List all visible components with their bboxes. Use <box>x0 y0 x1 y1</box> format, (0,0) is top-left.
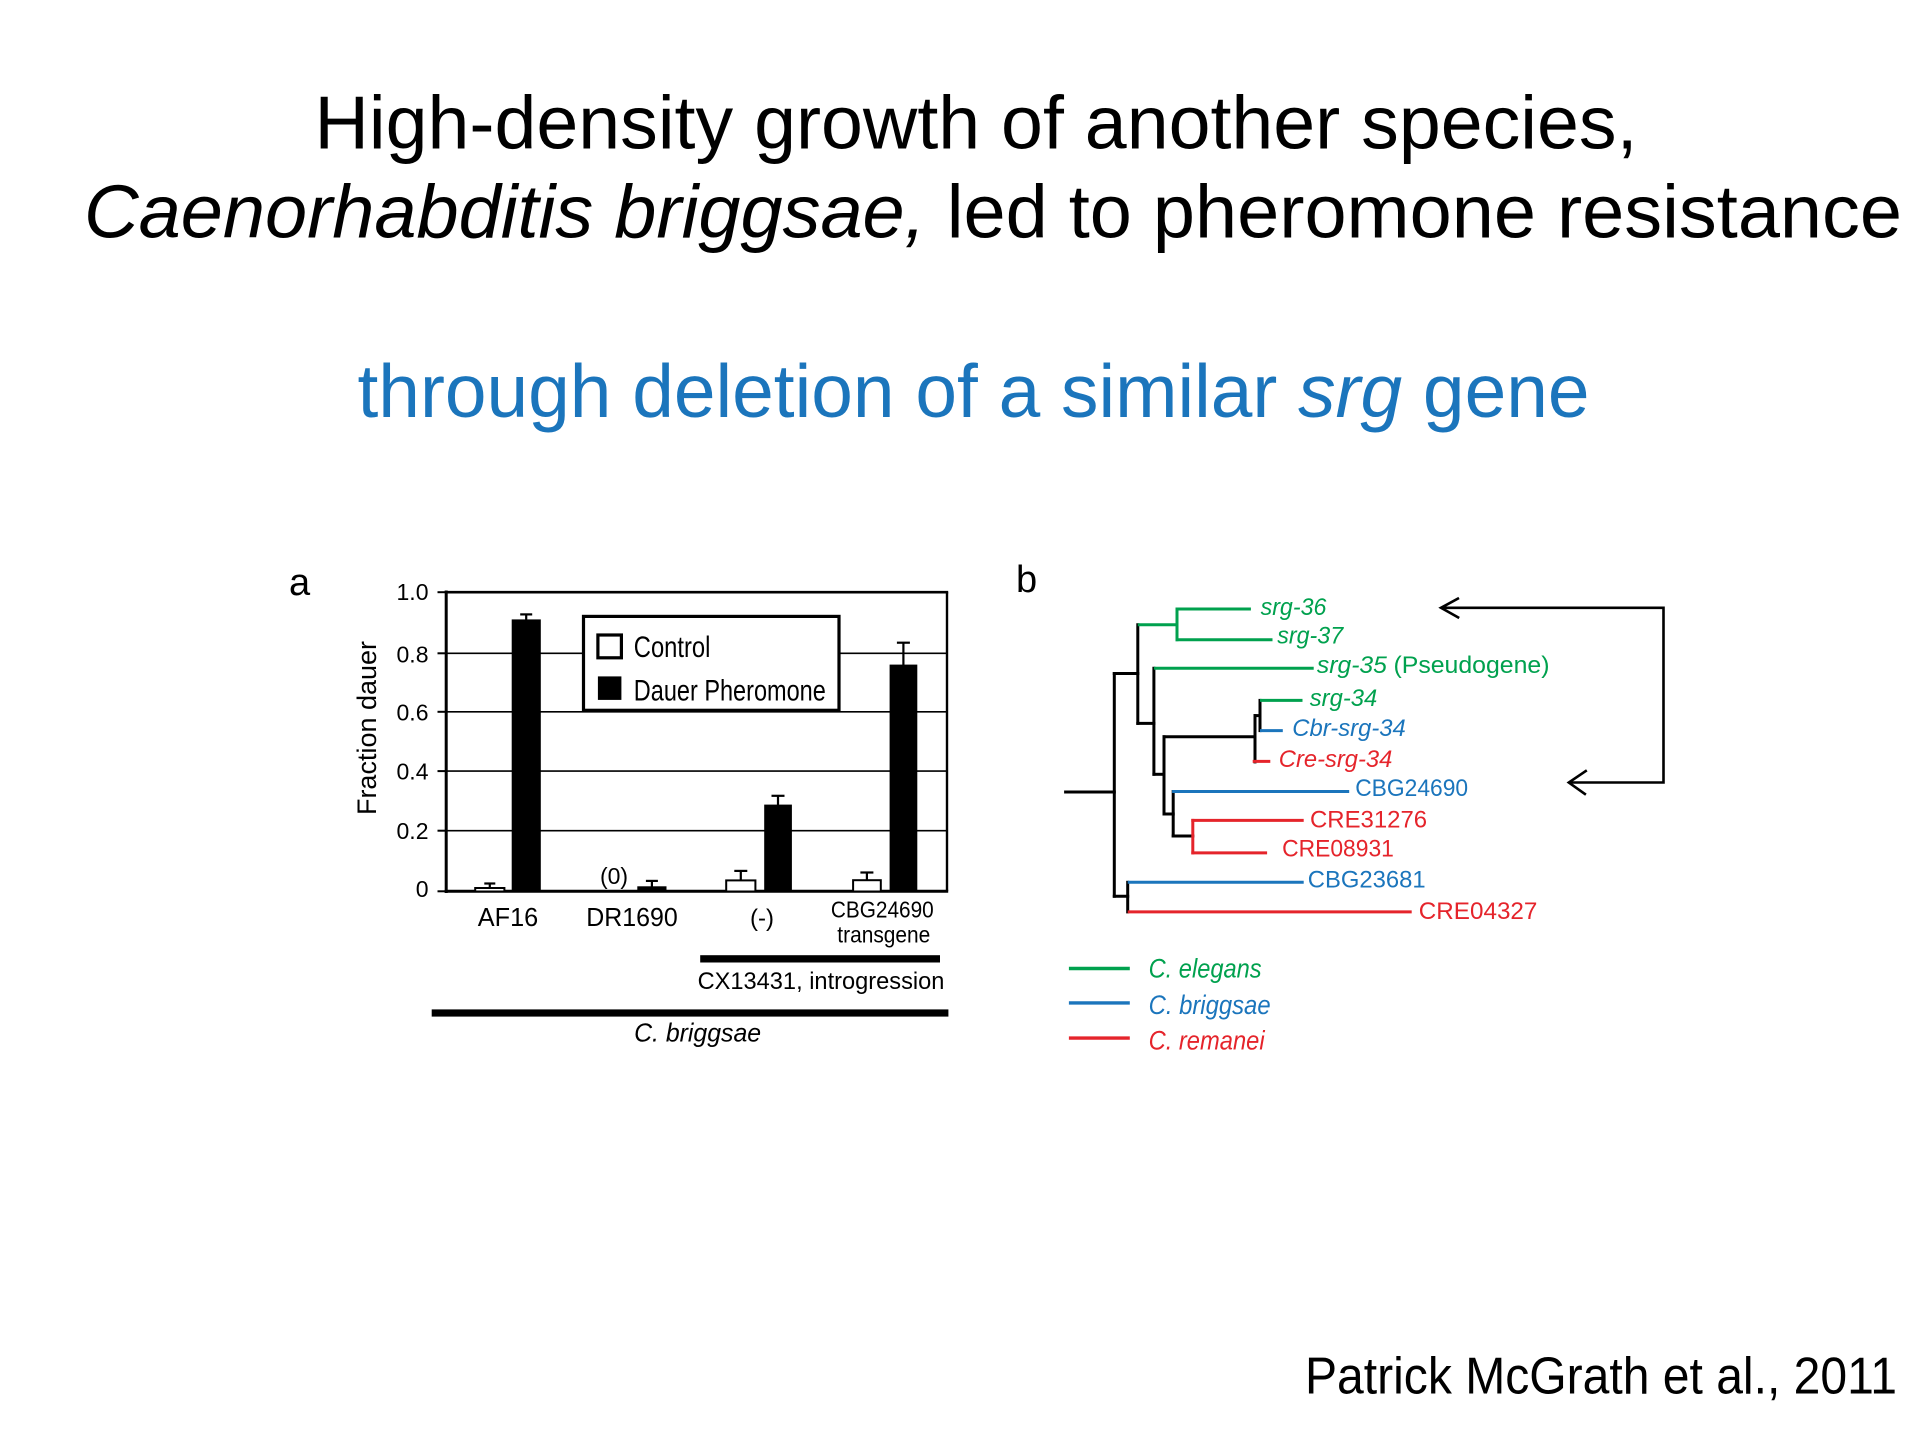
svg-text:1.0: 1.0 <box>397 579 429 605</box>
svg-text:High-density growth of another: High-density growth of another species, <box>315 80 1638 164</box>
svg-text:srg-34: srg-34 <box>1310 685 1377 712</box>
svg-text:transgene: transgene <box>837 921 930 947</box>
svg-text:Control: Control <box>634 631 711 664</box>
svg-text:C. briggsae: C. briggsae <box>1149 990 1271 1020</box>
svg-text:0.2: 0.2 <box>397 818 429 844</box>
svg-text:(-): (-) <box>750 905 774 932</box>
svg-text:AF16: AF16 <box>478 902 538 932</box>
svg-text:0.6: 0.6 <box>397 699 429 725</box>
svg-text:C. elegans: C. elegans <box>1149 954 1262 984</box>
svg-text:0.4: 0.4 <box>397 759 429 785</box>
svg-text:DR1690: DR1690 <box>586 902 678 932</box>
svg-text:C. remanei: C. remanei <box>1149 1025 1266 1055</box>
svg-text:through deletion of a similar: through deletion of a similar srg gene <box>358 349 1590 433</box>
svg-text:C. briggsae: C. briggsae <box>634 1018 761 1048</box>
svg-text:CRE04327: CRE04327 <box>1419 898 1538 925</box>
svg-text:(Pseudogene): (Pseudogene) <box>1394 652 1550 679</box>
svg-text:srg-35: srg-35 <box>1317 652 1388 679</box>
svg-text:CBG23681: CBG23681 <box>1308 866 1426 893</box>
svg-text:CRE08931: CRE08931 <box>1282 835 1394 862</box>
svg-text:CRE31276: CRE31276 <box>1310 807 1427 834</box>
svg-text:Patrick McGrath et al., 2011: Patrick McGrath et al., 2011 <box>1305 1347 1897 1405</box>
svg-text:a: a <box>289 562 311 604</box>
svg-text:0.8: 0.8 <box>397 642 429 668</box>
svg-text:b: b <box>1016 559 1037 601</box>
svg-text:srg-37: srg-37 <box>1277 622 1345 649</box>
svg-text:Dauer Pheromone: Dauer Pheromone <box>634 675 826 708</box>
svg-text:CX13431, introgression: CX13431, introgression <box>698 968 945 995</box>
svg-text:srg-36: srg-36 <box>1261 594 1327 621</box>
svg-text:Fraction dauer: Fraction dauer <box>352 641 382 815</box>
svg-text:CBG24690: CBG24690 <box>1355 775 1468 802</box>
svg-text:Cbr-srg-34: Cbr-srg-34 <box>1292 715 1406 742</box>
svg-text:Cre-srg-34: Cre-srg-34 <box>1279 746 1393 773</box>
svg-text:CBG24690: CBG24690 <box>831 896 934 922</box>
svg-text:Caenorhabditis briggsae, led t: Caenorhabditis briggsae, led to pheromon… <box>84 170 1902 254</box>
svg-text:0: 0 <box>416 876 429 902</box>
svg-text:(0): (0) <box>600 863 628 889</box>
